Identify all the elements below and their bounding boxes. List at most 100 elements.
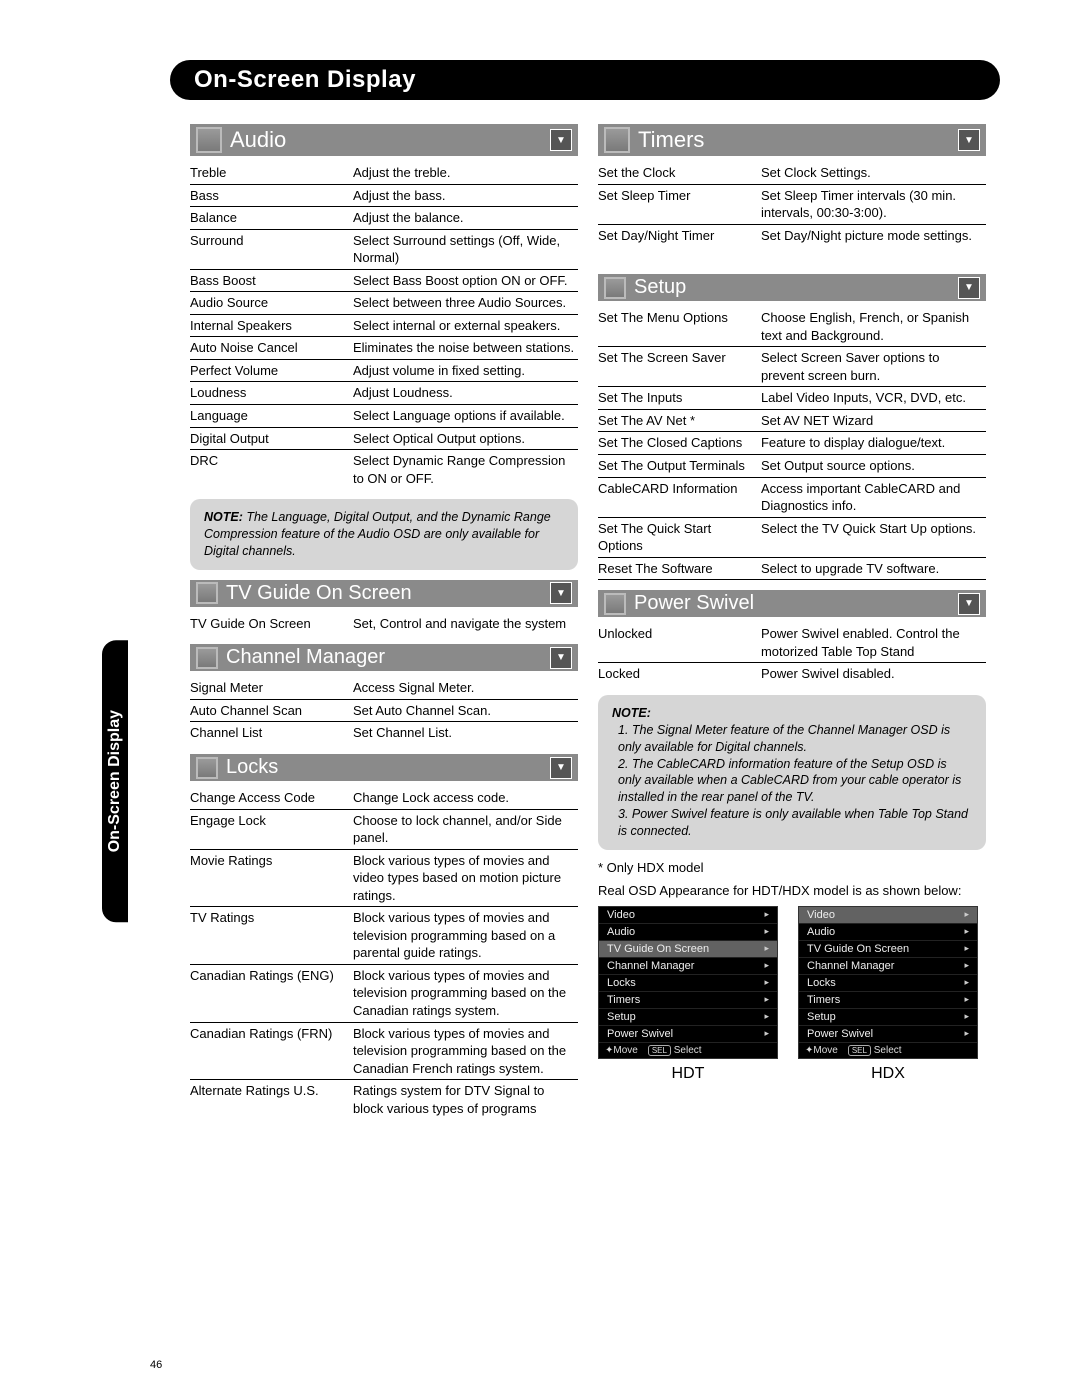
setting-desc: Block various types of movies and televi…: [353, 907, 578, 965]
setting-name: Bass: [190, 184, 353, 207]
table-row: Signal MeterAccess Signal Meter.: [190, 677, 578, 699]
osd-item[interactable]: Locks▸: [799, 975, 977, 992]
table-row: LoudnessAdjust Loudness.: [190, 382, 578, 405]
section-header-timers: Timers ▼: [598, 124, 986, 156]
setting-name: Reset The Software: [598, 557, 761, 580]
setting-name: Surround: [190, 229, 353, 269]
setting-name: Set Sleep Timer: [598, 184, 761, 224]
setting-desc: Ratings system for DTV Signal to block v…: [353, 1080, 578, 1120]
channel-table: Signal MeterAccess Signal Meter.Auto Cha…: [190, 677, 578, 744]
table-row: Set the ClockSet Clock Settings.: [598, 162, 986, 184]
osd-menu-hdx: Video▸Audio▸TV Guide On Screen▸Channel M…: [798, 906, 978, 1059]
setting-desc: Set Channel List.: [353, 722, 578, 744]
table-row: TV RatingsBlock various types of movies …: [190, 907, 578, 965]
table-row: Digital OutputSelect Optical Output opti…: [190, 427, 578, 450]
setting-name: Set Day/Night Timer: [598, 224, 761, 246]
osd-row: Video▸Audio▸TV Guide On Screen▸Channel M…: [598, 906, 986, 1059]
setting-desc: Adjust the balance.: [353, 207, 578, 230]
menu-box-icon: [604, 127, 630, 153]
table-row: Set The InputsLabel Video Inputs, VCR, D…: [598, 387, 986, 410]
main-title: On-Screen Display: [194, 66, 416, 93]
setting-desc: Select the TV Quick Start Up options.: [761, 517, 986, 557]
osd-item[interactable]: Setup▸: [799, 1009, 977, 1026]
table-row: Auto Noise CancelEliminates the noise be…: [190, 337, 578, 360]
osd-item[interactable]: Audio▸: [799, 924, 977, 941]
setting-desc: Choose English, French, or Spanish text …: [761, 307, 986, 347]
audio-note: NOTE: The Language, Digital Output, and …: [190, 499, 578, 570]
setting-desc: Select internal or external speakers.: [353, 314, 578, 337]
table-row: Canadian Ratings (ENG)Block various type…: [190, 964, 578, 1022]
chevron-down-icon: ▼: [550, 757, 572, 779]
osd-item[interactable]: Locks▸: [599, 975, 777, 992]
table-row: Perfect VolumeAdjust volume in fixed set…: [190, 359, 578, 382]
table-row: SurroundSelect Surround settings (Off, W…: [190, 229, 578, 269]
table-row: Set Day/Night TimerSet Day/Night picture…: [598, 224, 986, 246]
osd-item[interactable]: Video▸: [799, 907, 977, 924]
setting-desc: Select between three Audio Sources.: [353, 292, 578, 315]
table-row: Reset The SoftwareSelect to upgrade TV s…: [598, 557, 986, 580]
audio-note-text: The Language, Digital Output, and the Dy…: [204, 510, 551, 558]
setting-name: Set The Screen Saver: [598, 347, 761, 387]
table-row: Change Access CodeChange Lock access cod…: [190, 787, 578, 809]
setting-desc: Power Swivel disabled.: [761, 663, 986, 685]
setting-desc: Adjust Loudness.: [353, 382, 578, 405]
table-row: CableCARD InformationAccess important Ca…: [598, 477, 986, 517]
main-title-bar: On-Screen Display: [170, 60, 1000, 100]
footnote-hdx: * Only HDX model: [598, 860, 986, 875]
setting-name: Set The Quick Start Options: [598, 517, 761, 557]
setting-name: Alternate Ratings U.S.: [190, 1080, 353, 1120]
chevron-down-icon: ▼: [550, 582, 572, 604]
setup-table: Set The Menu OptionsChoose English, Fren…: [598, 307, 986, 580]
osd-item[interactable]: Timers▸: [799, 992, 977, 1009]
setting-desc: Block various types of movies and televi…: [353, 1022, 578, 1080]
setting-desc: Set Day/Night picture mode settings.: [761, 224, 986, 246]
table-row: Audio SourceSelect between three Audio S…: [190, 292, 578, 315]
osd-item[interactable]: Setup▸: [599, 1009, 777, 1026]
table-row: Set The Menu OptionsChoose English, Fren…: [598, 307, 986, 347]
osd-item[interactable]: Video▸: [599, 907, 777, 924]
osd-item[interactable]: Channel Manager▸: [799, 958, 977, 975]
menu-box-icon: [196, 647, 218, 669]
setting-name: Locked: [598, 663, 761, 685]
osd-item[interactable]: TV Guide On Screen▸: [799, 941, 977, 958]
setting-desc: Access Signal Meter.: [353, 677, 578, 699]
setting-desc: Set Sleep Timer intervals (30 min. inter…: [761, 184, 986, 224]
table-row: Auto Channel ScanSet Auto Channel Scan.: [190, 699, 578, 722]
chevron-down-icon: ▼: [958, 129, 980, 151]
setting-desc: Label Video Inputs, VCR, DVD, etc.: [761, 387, 986, 410]
osd-item[interactable]: Channel Manager▸: [599, 958, 777, 975]
left-column: Audio ▼ TrebleAdjust the treble.BassAdju…: [190, 114, 578, 1119]
setting-desc: Set AV NET Wizard: [761, 409, 986, 432]
menu-box-icon: [604, 277, 626, 299]
page-number: 46: [150, 1359, 162, 1371]
table-row: DRCSelect Dynamic Range Compression to O…: [190, 450, 578, 490]
section-title: Power Swivel: [634, 592, 958, 615]
osd-item[interactable]: Audio▸: [599, 924, 777, 941]
table-row: BalanceAdjust the balance.: [190, 207, 578, 230]
table-row: Channel ListSet Channel List.: [190, 722, 578, 744]
setting-desc: Choose to lock channel, and/or Side pane…: [353, 809, 578, 849]
osd-footer: ✦MoveSEL Select: [799, 1043, 977, 1058]
menu-box-icon: [196, 127, 222, 153]
setting-name: Bass Boost: [190, 269, 353, 292]
table-row: Canadian Ratings (FRN)Block various type…: [190, 1022, 578, 1080]
setting-desc: Adjust volume in fixed setting.: [353, 359, 578, 382]
setting-desc: Set Output source options.: [761, 455, 986, 478]
setting-desc: Select Bass Boost option ON or OFF.: [353, 269, 578, 292]
setting-name: Canadian Ratings (ENG): [190, 964, 353, 1022]
osd-item[interactable]: Power Swivel▸: [599, 1026, 777, 1043]
table-row: Engage LockChoose to lock channel, and/o…: [190, 809, 578, 849]
table-row: Set The Output TerminalsSet Output sourc…: [598, 455, 986, 478]
setting-name: TV Guide On Screen: [190, 613, 353, 635]
osd-label-hdt: HDT: [598, 1065, 778, 1083]
section-header-tvguide: TV Guide On Screen ▼: [190, 580, 578, 607]
menu-box-icon: [196, 757, 218, 779]
table-row: TrebleAdjust the treble.: [190, 162, 578, 184]
osd-item[interactable]: Power Swivel▸: [799, 1026, 977, 1043]
osd-item[interactable]: TV Guide On Screen▸: [599, 941, 777, 958]
setting-desc: Adjust the treble.: [353, 162, 578, 184]
setting-desc: Block various types of movies and video …: [353, 849, 578, 907]
osd-item[interactable]: Timers▸: [599, 992, 777, 1009]
setting-desc: Select Optical Output options.: [353, 427, 578, 450]
chevron-down-icon: ▼: [958, 593, 980, 615]
